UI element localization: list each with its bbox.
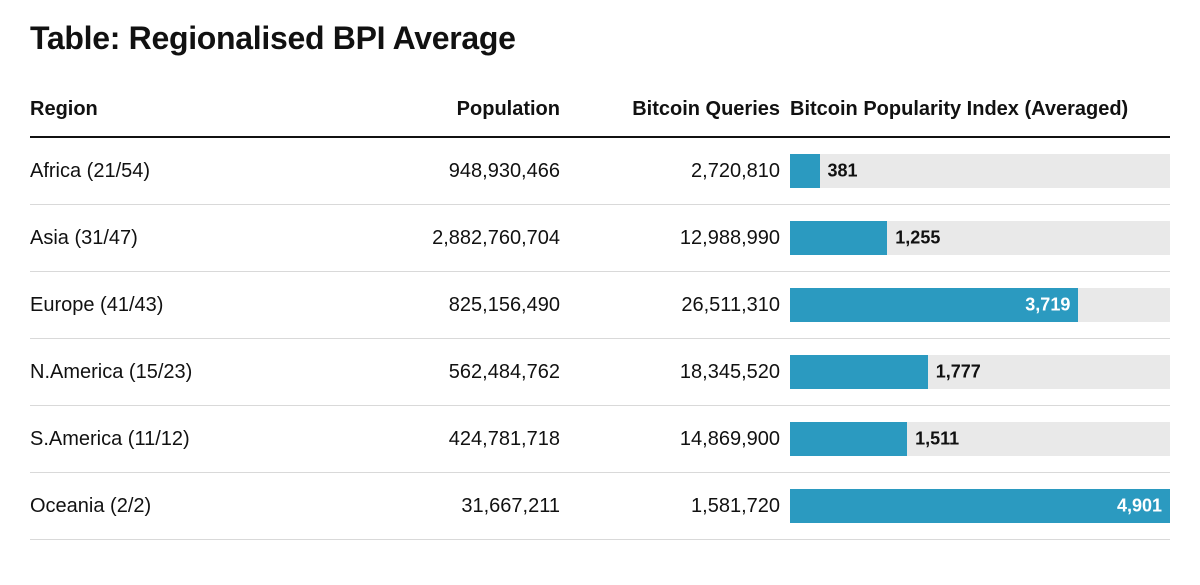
table-row: S.America (11/12)424,781,71814,869,900 1,… (30, 406, 1170, 473)
cell-bpi: 1,777 (790, 339, 1170, 406)
col-header-queries: Bitcoin Queries (570, 97, 790, 137)
bpi-bar-track: 381 (790, 154, 1170, 188)
cell-queries: 1,581,720 (570, 473, 790, 540)
cell-region: N.America (15/23) (30, 339, 350, 406)
cell-population: 424,781,718 (350, 406, 570, 473)
cell-population: 562,484,762 (350, 339, 570, 406)
cell-region: Europe (41/43) (30, 272, 350, 339)
cell-queries: 2,720,810 (570, 137, 790, 205)
col-header-bpi: Bitcoin Popularity Index (Averaged) (790, 97, 1170, 137)
bpi-bar-track: 4,901 (790, 489, 1170, 523)
table-row: Asia (31/47)2,882,760,70412,988,990 1,255 (30, 205, 1170, 272)
cell-bpi: 4,901 (790, 473, 1170, 540)
col-header-population: Population (350, 97, 570, 137)
table-row: Africa (21/54)948,930,4662,720,810 381 (30, 137, 1170, 205)
table-row: Oceania (2/2)31,667,2111,581,720 4,901 (30, 473, 1170, 540)
bpi-bar-label: 381 (820, 161, 858, 182)
bpi-bar-track: 1,777 (790, 355, 1170, 389)
cell-queries: 12,988,990 (570, 205, 790, 272)
cell-queries: 26,511,310 (570, 272, 790, 339)
bpi-bar-label: 4,901 (1117, 496, 1162, 517)
bpi-bar-label: 1,255 (887, 228, 940, 249)
bpi-table: Region Population Bitcoin Queries Bitcoi… (30, 97, 1170, 540)
bpi-bar-fill (790, 422, 907, 456)
cell-region: Asia (31/47) (30, 205, 350, 272)
bpi-bar-fill (790, 154, 820, 188)
bpi-bar-fill (790, 221, 887, 255)
table-row: Europe (41/43)825,156,49026,511,310 3,719 (30, 272, 1170, 339)
cell-bpi: 381 (790, 137, 1170, 205)
cell-bpi: 1,511 (790, 406, 1170, 473)
cell-population: 2,882,760,704 (350, 205, 570, 272)
cell-population: 948,930,466 (350, 137, 570, 205)
bpi-bar-fill (790, 355, 928, 389)
cell-region: Africa (21/54) (30, 137, 350, 205)
table-header: Region Population Bitcoin Queries Bitcoi… (30, 97, 1170, 137)
bpi-bar-track: 1,255 (790, 221, 1170, 255)
cell-bpi: 1,255 (790, 205, 1170, 272)
bpi-bar-fill: 3,719 (790, 288, 1078, 322)
page-title: Table: Regionalised BPI Average (30, 20, 1170, 57)
cell-bpi: 3,719 (790, 272, 1170, 339)
cell-queries: 18,345,520 (570, 339, 790, 406)
page: Table: Regionalised BPI Average Region P… (0, 0, 1200, 570)
bpi-bar-label: 1,777 (928, 362, 981, 383)
cell-population: 825,156,490 (350, 272, 570, 339)
bpi-bar-fill: 4,901 (790, 489, 1170, 523)
bpi-bar-track: 1,511 (790, 422, 1170, 456)
col-header-region: Region (30, 97, 350, 137)
cell-region: Oceania (2/2) (30, 473, 350, 540)
table-body: Africa (21/54)948,930,4662,720,810 381 Asi… (30, 137, 1170, 540)
bpi-bar-track: 3,719 (790, 288, 1170, 322)
bpi-bar-label: 1,511 (907, 429, 959, 450)
bpi-bar-label: 3,719 (1025, 295, 1070, 316)
table-row: N.America (15/23)562,484,76218,345,520 1,… (30, 339, 1170, 406)
cell-region: S.America (11/12) (30, 406, 350, 473)
cell-queries: 14,869,900 (570, 406, 790, 473)
cell-population: 31,667,211 (350, 473, 570, 540)
